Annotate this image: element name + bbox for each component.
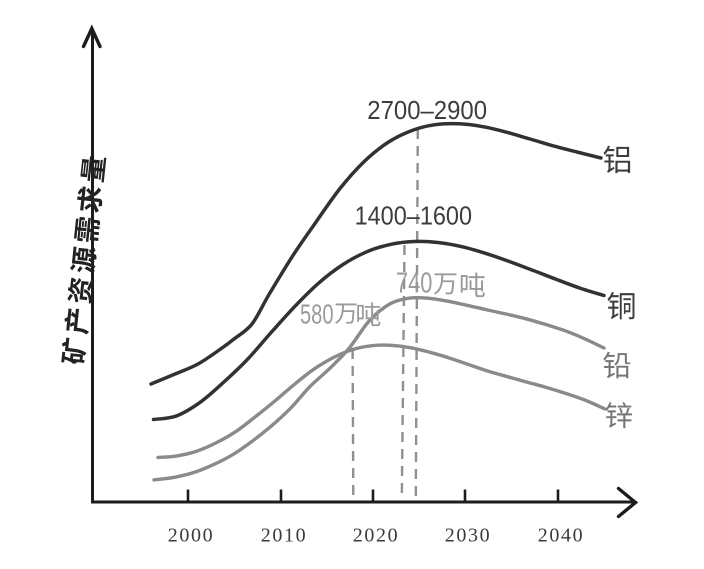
svg-text:740: 740 <box>396 267 432 299</box>
svg-text:2010: 2010 <box>261 525 307 547</box>
svg-text:2040: 2040 <box>538 525 584 547</box>
svg-text:580: 580 <box>300 299 334 330</box>
svg-text:2700–2900: 2700–2900 <box>367 95 487 125</box>
svg-text:2000: 2000 <box>168 525 214 547</box>
svg-text:2030: 2030 <box>445 525 491 547</box>
svg-text:2020: 2020 <box>353 525 399 547</box>
svg-text:1400–1600: 1400–1600 <box>355 201 472 231</box>
